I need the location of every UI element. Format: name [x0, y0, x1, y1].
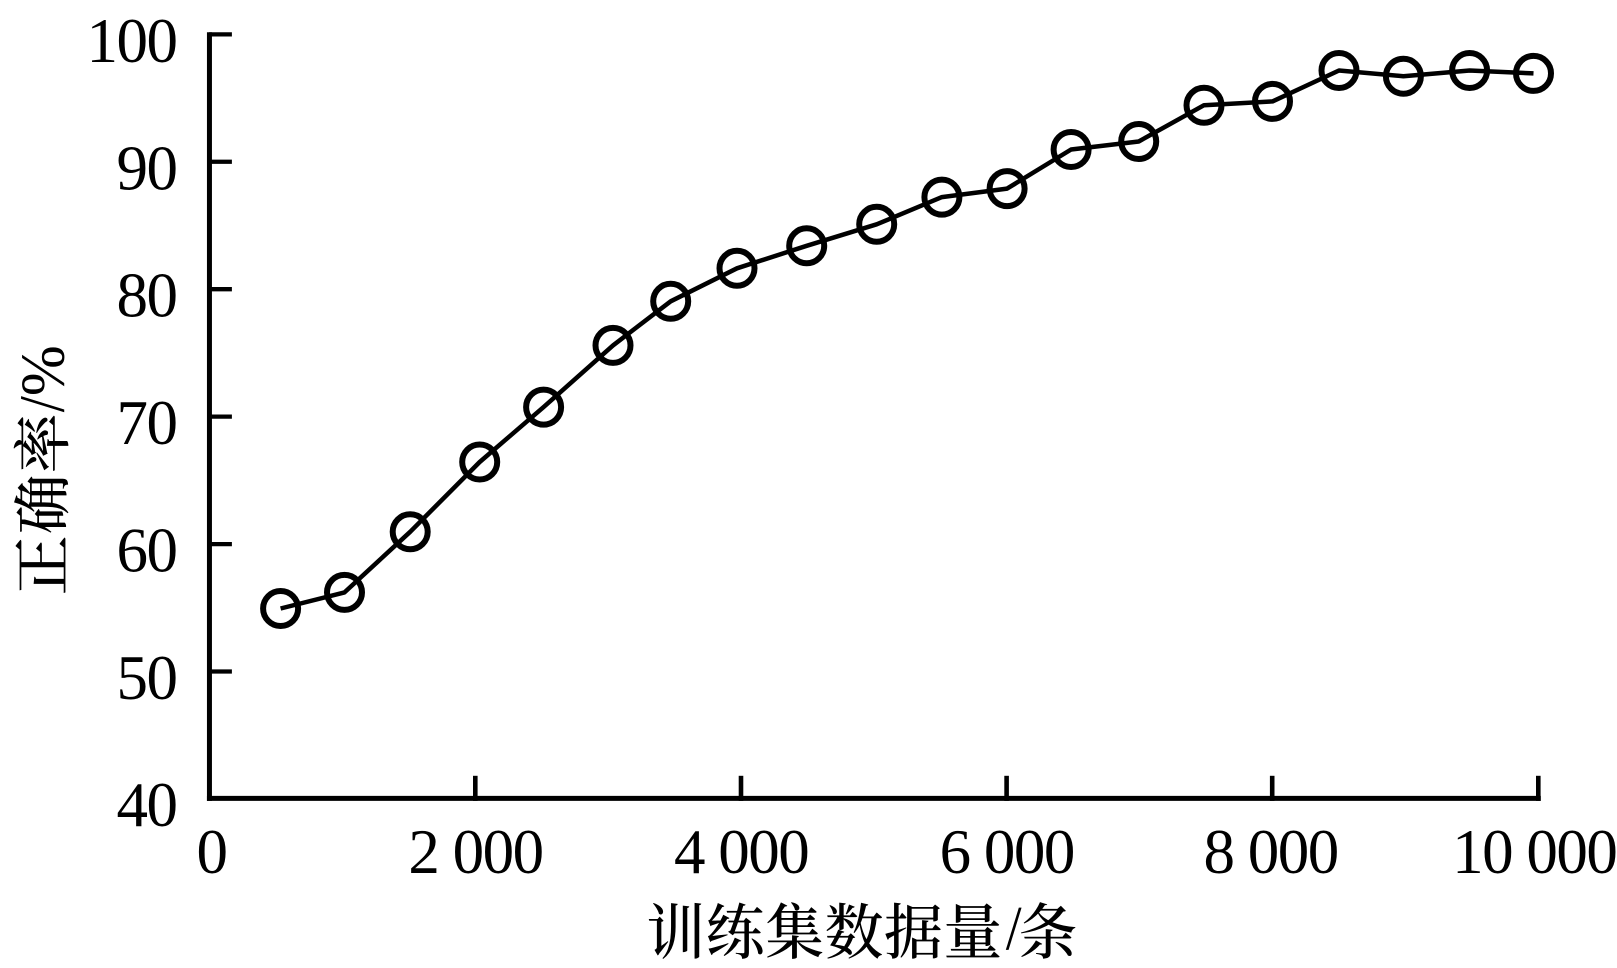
svg-text:100: 100 [87, 6, 177, 76]
svg-text:6 000: 6 000 [940, 817, 1074, 887]
svg-text:60: 60 [117, 515, 177, 585]
svg-text:70: 70 [117, 388, 177, 458]
svg-text:2 000: 2 000 [408, 817, 542, 887]
svg-text:50: 50 [117, 643, 177, 713]
svg-text:10 000: 10 000 [1452, 817, 1616, 887]
svg-text:8 000: 8 000 [1203, 817, 1337, 887]
svg-text:90: 90 [117, 133, 177, 203]
svg-text:40: 40 [117, 770, 177, 840]
svg-text:80: 80 [117, 261, 177, 331]
svg-text:4 000: 4 000 [674, 817, 808, 887]
svg-text:0: 0 [197, 817, 227, 887]
